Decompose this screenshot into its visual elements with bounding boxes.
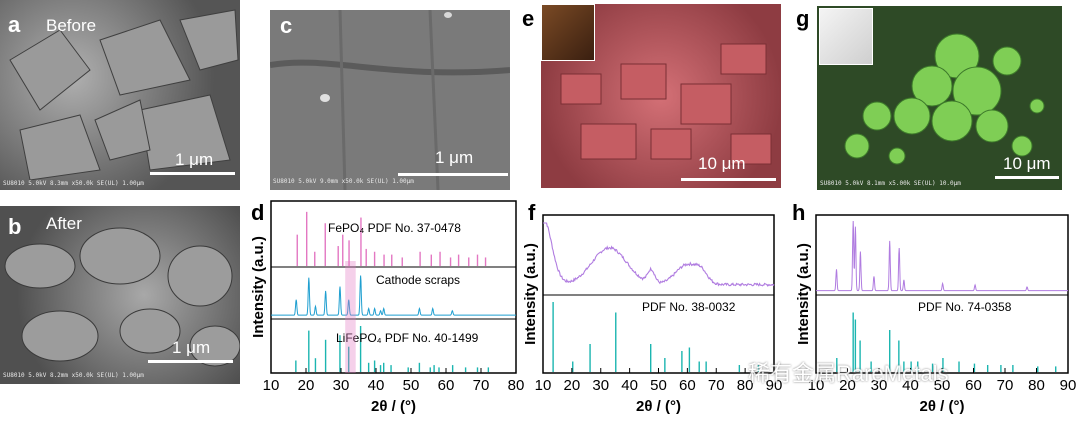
sem-texture-a [9, 9, 239, 181]
highlight-band [345, 261, 356, 373]
scale-label-e: 10 μm [698, 154, 746, 173]
panel-label-d: d [251, 200, 264, 225]
x-tick-label: 50 [650, 377, 667, 394]
x-tick-label: 70 [708, 377, 725, 394]
x-axis-label: 2θ / (°) [920, 398, 965, 415]
sem-panel-e: e 10 μm [541, 4, 781, 188]
x-tick-label: 30 [333, 377, 350, 394]
x-tick-label: 10 [535, 377, 552, 394]
watermark: 稀有金属RareMetals [748, 361, 949, 386]
inset-photo-g [819, 8, 873, 65]
panel-label-b: b [8, 214, 22, 239]
y-axis-label: Intensity (a.u.) [795, 243, 812, 345]
x-axis-label: 2θ / (°) [371, 398, 416, 415]
pattern-line [271, 275, 516, 316]
scale-label-b: 1 μm [172, 338, 211, 357]
sem-texture-c [270, 10, 510, 190]
series-label: PDF No. 74-0358 [918, 300, 1012, 314]
x-axis-label: 2θ / (°) [636, 398, 681, 415]
x-tick-label: 60 [679, 377, 696, 394]
series-label: Cathode scraps [376, 273, 460, 287]
sem-panel-g: 10 μm SU8010 5.0kV 8.1mm x5.00k SE(UL) 1… [817, 6, 1062, 190]
x-tick-label: 50 [403, 377, 420, 394]
plot-frame-f [542, 214, 775, 374]
x-tick-label: 40 [368, 377, 385, 394]
series-label: FePO₄ PDF No. 37-0478 [328, 221, 461, 235]
sem-texture-g [844, 33, 1045, 165]
scale-bar-e [681, 178, 776, 181]
series-label: LiFePO₄ PDF No. 40-1499 [336, 331, 479, 345]
x-tick-label: 20 [564, 377, 581, 394]
sem-texture-e [560, 43, 772, 165]
scale-bar-c [398, 173, 508, 176]
x-tick-label: 30 [592, 377, 609, 394]
x-tick-label: 70 [997, 377, 1014, 394]
x-tick-label: 60 [965, 377, 982, 394]
panel-note-before: Before [46, 16, 97, 35]
scale-bar-g [995, 176, 1059, 179]
panel-label-g: g [796, 6, 810, 31]
panel-label-f: f [528, 200, 536, 225]
sem-texture-b [4, 227, 240, 367]
sem-panel-c: c 1 μm SU8010 5.0kV 9.0mm x50.0k SE(UL) … [270, 10, 510, 190]
panel-label-e-outside: e [522, 6, 535, 31]
plot-frame-h [815, 214, 1069, 374]
chart-d: FePO₄ PDF No. 37-0478 Cathode scraps LiFeP… [250, 200, 525, 415]
sem-footer-g: SU8010 5.0kV 8.1mm x5.00k SE(UL) 10.0μm [820, 180, 961, 187]
x-tick-label: 20 [298, 377, 315, 394]
sem-panel-b: b After 1 μm SU8010 5.0kV 8.2mm x50.0k S… [0, 206, 240, 384]
panel-label-h: h [792, 200, 805, 225]
scale-label-g: 10 μm [1003, 154, 1051, 173]
y-axis-label: Intensity (a.u.) [522, 243, 539, 345]
series-label: PDF No. 38-0032 [642, 300, 736, 314]
plot-frame-d [270, 200, 517, 374]
x-tick-label: 70 [473, 377, 490, 394]
sem-footer-a: SU8010 5.0kV 8.3mm x50.0k SE(UL) 1.00μm [3, 180, 144, 187]
inset-photo-e [541, 4, 595, 61]
x-tick-label: 40 [621, 377, 638, 394]
scale-bar-a [150, 172, 235, 175]
broad-pattern-line [543, 222, 775, 287]
x-tick-label: 80 [1028, 377, 1045, 394]
panel-label-a: a [8, 12, 21, 37]
pattern-line [816, 220, 1068, 292]
x-tick-label: 60 [438, 377, 455, 394]
panel-note-after: After [46, 214, 82, 233]
sem-footer-b: SU8010 5.0kV 8.2mm x50.0k SE(UL) 1.00μm [3, 372, 144, 379]
scale-label-a: 1 μm [175, 150, 214, 169]
x-tick-label: 90 [1060, 377, 1077, 394]
sem-panel-a: a Before 1 μm SU8010 5.0kV 8.3mm x50.0k … [0, 0, 240, 190]
panel-label-c: c [280, 13, 293, 38]
x-tick-label: 10 [263, 377, 280, 394]
x-tick-label: 80 [508, 377, 525, 394]
sem-footer-c: SU8010 5.0kV 9.0mm x50.0k SE(UL) 1.00μm [273, 178, 414, 185]
y-axis-label: Intensity (a.u.) [250, 236, 267, 338]
scale-label-c: 1 μm [435, 148, 474, 167]
scale-bar-b [148, 360, 233, 363]
